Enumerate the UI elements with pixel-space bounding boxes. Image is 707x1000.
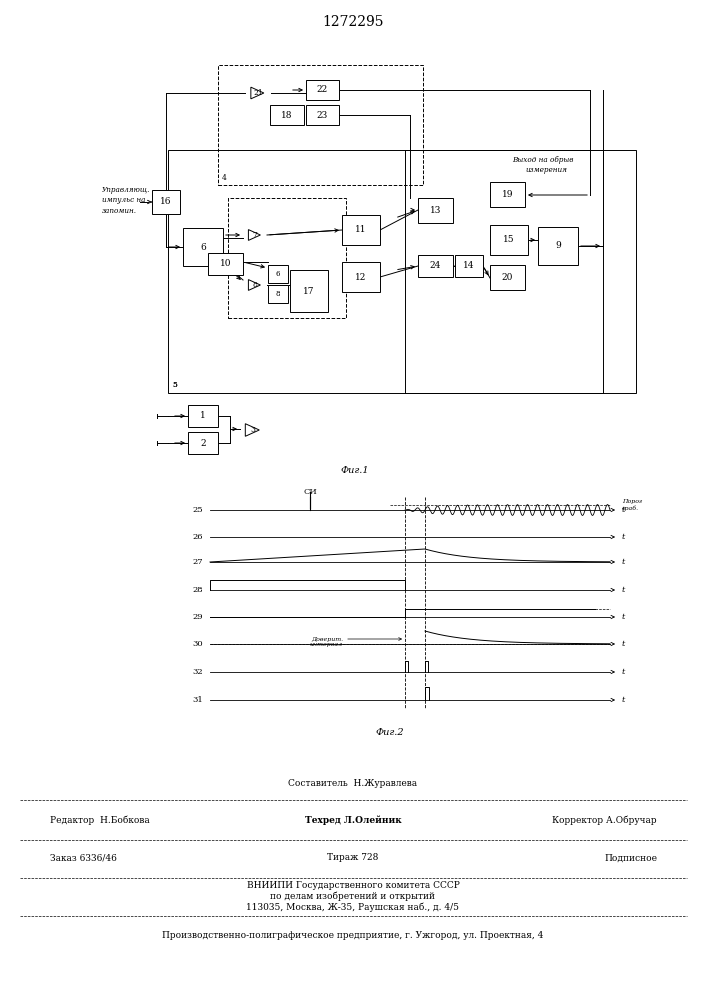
Text: 21: 21 bbox=[253, 89, 263, 97]
Text: 31: 31 bbox=[192, 696, 203, 704]
Text: Порог
сраб.: Порог сраб. bbox=[622, 499, 642, 511]
Text: 5: 5 bbox=[172, 381, 177, 389]
Polygon shape bbox=[248, 230, 260, 240]
Text: СИ: СИ bbox=[303, 488, 317, 496]
Bar bbox=[342, 262, 380, 292]
Bar bbox=[418, 255, 453, 277]
Polygon shape bbox=[245, 424, 259, 436]
Bar bbox=[183, 228, 223, 266]
Bar bbox=[268, 265, 288, 283]
Bar bbox=[168, 150, 636, 393]
Text: 1: 1 bbox=[200, 412, 206, 420]
Text: 12: 12 bbox=[356, 272, 367, 282]
Bar bbox=[290, 270, 328, 312]
Bar bbox=[538, 227, 578, 265]
Text: t: t bbox=[622, 506, 626, 514]
Polygon shape bbox=[248, 280, 260, 290]
Bar bbox=[490, 182, 525, 207]
Text: 25: 25 bbox=[192, 506, 203, 514]
Text: Доверит.
интервал: Доверит. интервал bbox=[310, 637, 343, 647]
Text: по делам изобретений и открытий: по делам изобретений и открытий bbox=[271, 891, 436, 901]
Text: 8: 8 bbox=[276, 290, 280, 298]
Text: Управляющ.: Управляющ. bbox=[102, 186, 151, 194]
Bar bbox=[342, 215, 380, 245]
Text: Фиг.2: Фиг.2 bbox=[375, 728, 404, 737]
Text: 6: 6 bbox=[200, 242, 206, 251]
Text: 4: 4 bbox=[222, 174, 227, 182]
Text: Подписное: Подписное bbox=[604, 854, 657, 862]
Bar bbox=[306, 105, 339, 125]
Text: 9: 9 bbox=[555, 241, 561, 250]
Bar bbox=[490, 225, 528, 255]
Text: Составитель  Н.Журавлева: Составитель Н.Журавлева bbox=[288, 780, 418, 788]
Text: 3: 3 bbox=[250, 426, 255, 434]
Bar bbox=[218, 65, 423, 185]
Bar bbox=[490, 265, 525, 290]
Polygon shape bbox=[251, 87, 264, 99]
Bar bbox=[306, 80, 339, 100]
Bar bbox=[188, 405, 218, 427]
Bar bbox=[455, 255, 483, 277]
Text: Редактор  Н.Бобкова: Редактор Н.Бобкова bbox=[50, 815, 150, 825]
Text: 30: 30 bbox=[192, 640, 203, 648]
Text: 27: 27 bbox=[192, 558, 203, 566]
Text: 10: 10 bbox=[220, 259, 231, 268]
Text: 7: 7 bbox=[252, 231, 257, 239]
Text: Фиг.1: Фиг.1 bbox=[341, 466, 369, 475]
Text: 23: 23 bbox=[317, 110, 328, 119]
Text: 113035, Москва, Ж-35, Раушская наб., д. 4/5: 113035, Москва, Ж-35, Раушская наб., д. … bbox=[247, 902, 460, 912]
Bar bbox=[188, 432, 218, 454]
Text: 26: 26 bbox=[192, 533, 203, 541]
Text: Техред Л.Олейник: Техред Л.Олейник bbox=[305, 815, 402, 825]
Text: t: t bbox=[622, 558, 626, 566]
Bar bbox=[208, 253, 243, 275]
Bar bbox=[418, 198, 453, 223]
Text: 19: 19 bbox=[502, 190, 513, 199]
Text: t: t bbox=[622, 668, 626, 676]
Text: Корректор А.Обручар: Корректор А.Обручар bbox=[552, 815, 657, 825]
Text: 2: 2 bbox=[200, 438, 206, 448]
Text: 14: 14 bbox=[463, 261, 474, 270]
Text: ВНИИПИ Государственного комитета СССР: ВНИИПИ Государственного комитета СССР bbox=[247, 880, 460, 890]
Bar bbox=[228, 198, 346, 318]
Text: 13: 13 bbox=[430, 206, 441, 215]
Text: 15: 15 bbox=[503, 235, 515, 244]
Text: t: t bbox=[622, 696, 626, 704]
Text: 32: 32 bbox=[192, 668, 203, 676]
Text: 22: 22 bbox=[317, 86, 328, 95]
Text: t: t bbox=[622, 640, 626, 648]
Text: 1272295: 1272295 bbox=[322, 15, 384, 29]
Text: Выход на обрыв: Выход на обрыв bbox=[512, 156, 573, 164]
Text: 20: 20 bbox=[502, 273, 513, 282]
Text: 6: 6 bbox=[276, 270, 280, 278]
Bar bbox=[152, 190, 180, 214]
Text: измерения: измерения bbox=[525, 166, 567, 174]
Text: 17: 17 bbox=[303, 286, 315, 296]
Text: запомин.: запомин. bbox=[102, 207, 137, 215]
Text: t: t bbox=[622, 613, 626, 621]
Bar bbox=[270, 105, 304, 125]
Text: Заказ 6336/46: Заказ 6336/46 bbox=[50, 854, 117, 862]
Bar bbox=[268, 285, 288, 303]
Text: 8: 8 bbox=[252, 281, 257, 289]
Text: 18: 18 bbox=[281, 110, 293, 119]
Text: 28: 28 bbox=[192, 586, 203, 594]
Text: 5: 5 bbox=[172, 381, 177, 389]
Bar bbox=[405, 150, 603, 393]
Text: 16: 16 bbox=[160, 198, 172, 207]
Text: 24: 24 bbox=[430, 261, 441, 270]
Text: Производственно-полиграфическое предприятие, г. Ужгород, ул. Проектная, 4: Производственно-полиграфическое предприя… bbox=[163, 930, 544, 940]
Text: импульс на: импульс на bbox=[102, 196, 146, 204]
Text: 29: 29 bbox=[192, 613, 203, 621]
Text: t: t bbox=[622, 586, 626, 594]
Text: Тираж 728: Тираж 728 bbox=[327, 854, 379, 862]
Text: t: t bbox=[622, 533, 626, 541]
Text: 11: 11 bbox=[355, 226, 367, 234]
